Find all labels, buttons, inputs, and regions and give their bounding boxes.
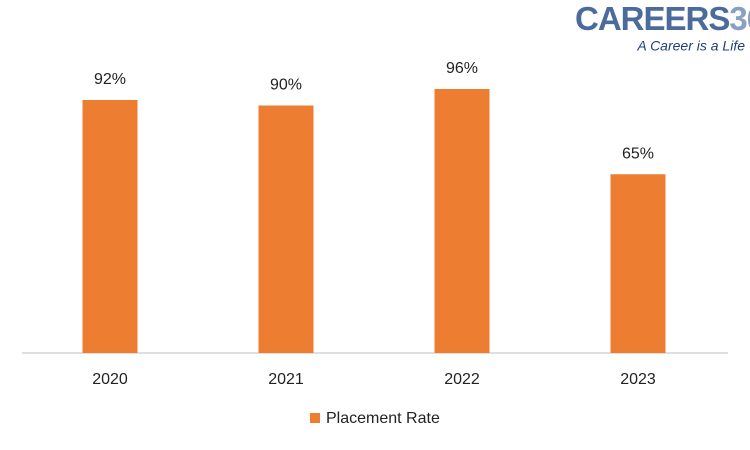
- logo-name: CAREERS360: [575, 0, 750, 37]
- data-label: 90%: [270, 77, 302, 94]
- bar: [610, 174, 666, 353]
- x-tick-label: 2023: [620, 371, 656, 388]
- data-label: 96%: [446, 60, 478, 77]
- legend-label: Placement Rate: [326, 410, 440, 427]
- legend-swatch: [310, 413, 320, 423]
- bar: [82, 100, 138, 353]
- x-tick-label: 2021: [268, 371, 304, 388]
- bar: [258, 105, 314, 353]
- logo-name-text: CAREERS: [575, 0, 729, 37]
- bar: [434, 89, 490, 353]
- logo-number: 360: [729, 0, 750, 37]
- data-label: 92%: [94, 71, 126, 88]
- logo-tagline: A Career is a Life: [636, 38, 745, 54]
- x-tick-label: 2020: [92, 371, 128, 388]
- data-label: 65%: [622, 145, 654, 162]
- x-tick-label: 2022: [444, 371, 480, 388]
